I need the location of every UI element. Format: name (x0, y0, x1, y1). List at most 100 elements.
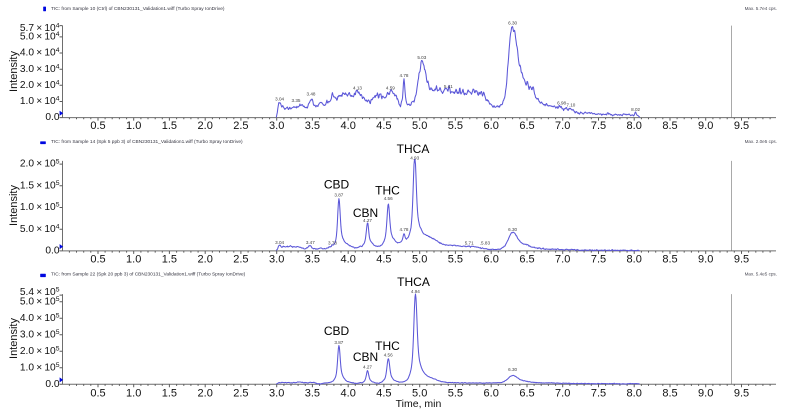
svg-text:3.04: 3.04 (275, 240, 284, 245)
svg-text:1.0×105: 1.0 × 105 (20, 362, 60, 373)
svg-text:3.5: 3.5 (305, 387, 320, 399)
svg-text:1.0×105: 1.0 × 105 (20, 202, 60, 213)
svg-text:.5.83: .5.83 (480, 241, 491, 246)
svg-text:3.47: 3.47 (306, 240, 315, 245)
svg-text:8.5: 8.5 (662, 120, 677, 132)
svg-text:8.5: 8.5 (662, 254, 677, 266)
svg-text:1.5×105: 1.5 × 105 (20, 180, 60, 191)
svg-text:5.0: 5.0 (412, 387, 427, 399)
svg-text:4.56: 4.56 (384, 353, 393, 358)
svg-text:TIC: from Sample 14 (Spk 5 ppb: TIC: from Sample 14 (Spk 5 ppb 3) of CBN… (51, 139, 243, 145)
svg-text:3.35: 3.35 (292, 98, 301, 103)
svg-text:Intensity: Intensity (8, 51, 20, 92)
svg-text:CBD: CBD (324, 324, 350, 338)
svg-text:2.0: 2.0 (198, 387, 213, 399)
svg-text:0.0: 0.0 (45, 379, 59, 390)
svg-text:3.5: 3.5 (305, 254, 320, 266)
svg-text:1.5: 1.5 (162, 254, 177, 266)
svg-text:Max. 5.7e4 cps.: Max. 5.7e4 cps. (745, 6, 777, 11)
svg-text:7.5: 7.5 (591, 387, 606, 399)
svg-text:3.0×104: 3.0 × 104 (20, 63, 60, 74)
svg-text:8.0: 8.0 (627, 387, 642, 399)
svg-text:3.5: 3.5 (305, 120, 320, 132)
svg-text:4.13: 4.13 (353, 85, 362, 90)
svg-text:5.0: 5.0 (412, 254, 427, 266)
svg-text:9.0: 9.0 (698, 254, 713, 266)
svg-text:0.0: 0.0 (45, 246, 59, 257)
svg-text:5.4×105: 5.4 × 105 (20, 287, 60, 298)
svg-text:6.5: 6.5 (519, 254, 534, 266)
svg-text:6.5: 6.5 (519, 120, 534, 132)
svg-text:5.0: 5.0 (412, 120, 427, 132)
svg-text:4.5: 4.5 (376, 387, 391, 399)
svg-text:2.0: 2.0 (198, 254, 213, 266)
svg-text:6.0: 6.0 (484, 254, 499, 266)
svg-text:TIC: from Sample 10 (Ctrl) of: TIC: from Sample 10 (Ctrl) of CBN230131_… (51, 6, 225, 12)
svg-text:7.0: 7.0 (555, 387, 570, 399)
svg-text:4.5: 4.5 (376, 254, 391, 266)
svg-text:4.0: 4.0 (341, 387, 356, 399)
svg-text:7.5: 7.5 (591, 120, 606, 132)
svg-text:CBD: CBD (324, 178, 350, 192)
svg-text:6.30: 6.30 (508, 227, 517, 232)
svg-text:8.02: 8.02 (631, 107, 640, 112)
svg-text:4.0×105: 4.0 × 105 (20, 312, 60, 323)
svg-text:THC: THC (375, 184, 400, 198)
svg-text:4.78: 4.78 (400, 73, 409, 78)
svg-text:3.48: 3.48 (307, 92, 316, 97)
svg-text:5.5: 5.5 (448, 120, 463, 132)
svg-text:2.5: 2.5 (233, 387, 248, 399)
svg-text:9.0: 9.0 (698, 387, 713, 399)
svg-text:4.27: 4.27 (363, 364, 372, 369)
svg-text:5.5: 5.5 (448, 254, 463, 266)
svg-text:1.0: 1.0 (126, 254, 141, 266)
svg-text:5.0×105: 5.0 × 105 (20, 296, 60, 307)
svg-text:5.5: 5.5 (448, 387, 463, 399)
svg-text:0.5: 0.5 (90, 387, 105, 399)
svg-text:6.98: 6.98 (557, 100, 566, 105)
svg-text:3.04: 3.04 (275, 96, 284, 101)
svg-text:2.0: 2.0 (198, 120, 213, 132)
svg-text:0.5: 0.5 (90, 120, 105, 132)
svg-text:Intensity: Intensity (8, 318, 20, 359)
svg-text:5.0×104: 5.0 × 104 (20, 223, 60, 234)
svg-text:THCA: THCA (397, 142, 430, 156)
svg-text:4.93: 4.93 (410, 155, 419, 160)
svg-text:6.0: 6.0 (484, 387, 499, 399)
svg-text:2.5: 2.5 (233, 254, 248, 266)
svg-text:Intensity: Intensity (8, 185, 20, 226)
svg-text:1.0: 1.0 (126, 387, 141, 399)
svg-text:9.5: 9.5 (734, 387, 749, 399)
svg-text:9.5: 9.5 (734, 120, 749, 132)
svg-text:3.0×105: 3.0 × 105 (20, 329, 60, 340)
svg-text:4.78: 4.78 (400, 227, 409, 232)
svg-text:5.03: 5.03 (417, 55, 426, 60)
svg-text:4.56: 4.56 (384, 196, 393, 201)
svg-text:3.87: 3.87 (334, 193, 343, 198)
svg-text:5.7×104: 5.7 × 104 (20, 22, 60, 33)
svg-text:Time, min: Time, min (396, 398, 442, 410)
svg-text:6.30: 6.30 (508, 367, 517, 372)
svg-text:6.0: 6.0 (484, 120, 499, 132)
svg-text:CBN: CBN (353, 350, 378, 364)
svg-text:9.0: 9.0 (698, 120, 713, 132)
svg-text:9.5: 9.5 (734, 254, 749, 266)
svg-text:1.0×104: 1.0 × 104 (20, 96, 60, 107)
svg-text:3.0: 3.0 (269, 254, 284, 266)
svg-text:7.5: 7.5 (591, 254, 606, 266)
svg-text:4.94: 4.94 (411, 289, 420, 294)
svg-text:1.0: 1.0 (126, 120, 141, 132)
svg-text:8.0: 8.0 (627, 120, 642, 132)
svg-text:4.0×104: 4.0 × 104 (20, 47, 60, 58)
svg-text:0.5: 0.5 (90, 254, 105, 266)
svg-text:7.0: 7.0 (555, 254, 570, 266)
svg-text:2.0×105: 2.0 × 105 (20, 345, 60, 356)
svg-text:1.5: 1.5 (162, 120, 177, 132)
svg-text:Max. 2.0e5 cps.: Max. 2.0e5 cps. (745, 139, 777, 144)
svg-text:3.87: 3.87 (334, 340, 343, 345)
svg-text:TIC: from Sample 22 (Spk 20 pp: TIC: from Sample 22 (Spk 20 ppb 3) of CB… (51, 272, 246, 278)
svg-text:6.5: 6.5 (519, 387, 534, 399)
svg-text:5.71: 5.71 (465, 241, 474, 246)
svg-text:Max. 5.4e5 cps.: Max. 5.4e5 cps. (745, 272, 777, 277)
svg-text:3.0: 3.0 (269, 387, 284, 399)
